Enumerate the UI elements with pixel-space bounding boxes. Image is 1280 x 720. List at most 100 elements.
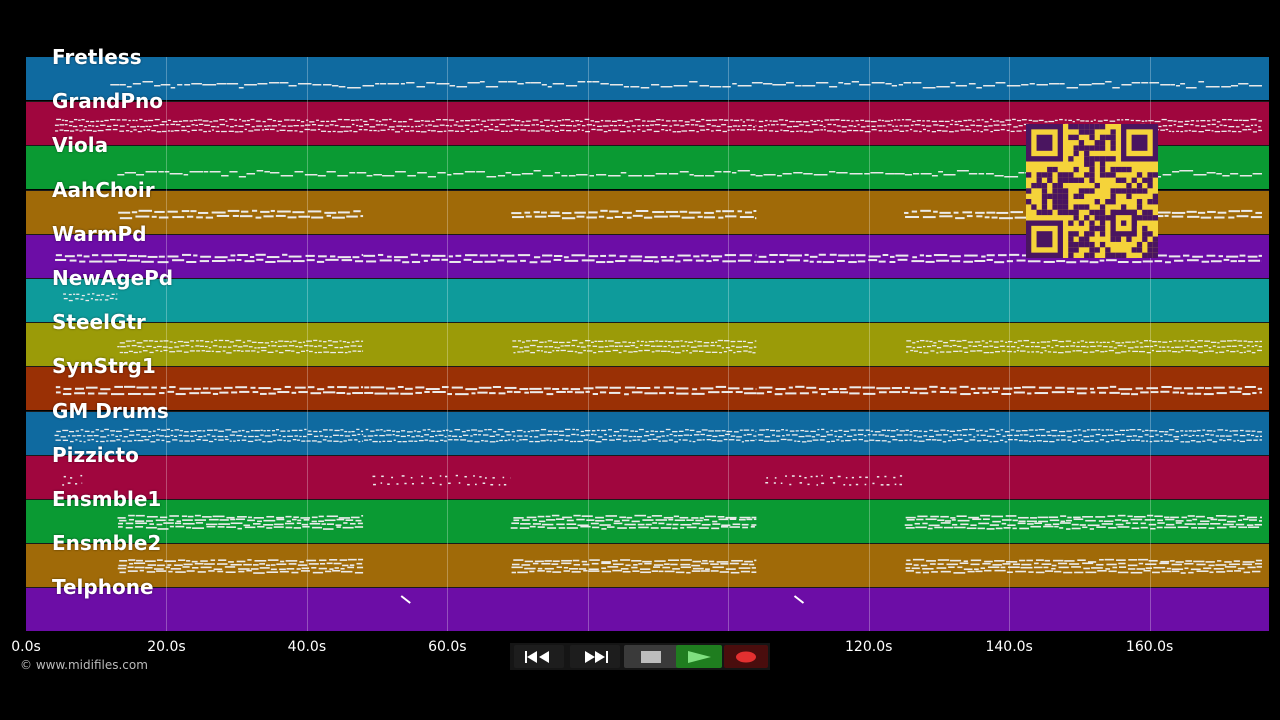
note — [119, 130, 125, 133]
note — [896, 433, 903, 436]
note — [408, 440, 414, 442]
note — [1089, 388, 1095, 391]
note — [59, 124, 65, 126]
note — [1205, 129, 1211, 132]
note — [1226, 345, 1232, 348]
note — [177, 341, 184, 343]
note — [769, 260, 776, 263]
note — [1230, 85, 1239, 87]
note — [697, 215, 703, 218]
note — [288, 85, 297, 87]
record-button[interactable] — [724, 645, 768, 668]
note — [903, 82, 912, 84]
note — [619, 516, 627, 519]
note — [251, 429, 254, 431]
note — [770, 440, 776, 442]
note — [1177, 351, 1181, 353]
play-button[interactable] — [676, 645, 722, 668]
note — [1130, 119, 1134, 122]
note — [343, 119, 350, 121]
note — [663, 386, 675, 389]
note — [962, 428, 968, 430]
note — [1196, 563, 1206, 566]
note — [1052, 523, 1060, 526]
note — [653, 130, 660, 133]
note — [639, 568, 651, 571]
note — [871, 82, 885, 84]
rewind-button[interactable] — [514, 645, 564, 668]
note — [510, 124, 517, 127]
note — [63, 293, 66, 295]
note — [685, 428, 689, 431]
note — [470, 434, 473, 437]
note — [238, 568, 250, 571]
note — [119, 216, 133, 219]
note — [595, 440, 602, 442]
note — [1148, 560, 1158, 562]
note — [870, 172, 884, 174]
note — [841, 126, 847, 128]
note — [530, 429, 535, 432]
note — [710, 130, 714, 132]
note — [627, 130, 631, 132]
note — [504, 439, 508, 441]
note — [949, 346, 952, 348]
fast-forward-button[interactable] — [570, 645, 620, 668]
note — [329, 435, 332, 438]
note — [133, 129, 137, 131]
note — [1114, 433, 1121, 435]
note — [294, 171, 304, 173]
note — [659, 430, 665, 432]
note — [1186, 519, 1192, 522]
note — [580, 430, 584, 432]
note — [1001, 124, 1007, 126]
note — [181, 253, 192, 256]
note — [200, 566, 212, 569]
note — [656, 119, 661, 121]
note — [484, 428, 487, 430]
note — [751, 524, 757, 526]
note — [910, 350, 914, 352]
stop-button[interactable] — [624, 645, 678, 668]
note — [688, 130, 695, 132]
note — [644, 255, 658, 258]
note — [1233, 439, 1236, 442]
note — [118, 564, 127, 567]
note — [556, 391, 566, 394]
note — [322, 438, 327, 441]
note — [601, 438, 608, 440]
note — [203, 171, 209, 173]
note — [307, 210, 322, 213]
track-label: SteelGtr — [52, 310, 146, 335]
note — [669, 214, 681, 217]
note — [129, 430, 135, 432]
note — [1058, 566, 1069, 569]
note — [596, 174, 607, 176]
note — [277, 260, 291, 263]
note — [752, 126, 756, 128]
note — [840, 391, 849, 394]
note — [1036, 342, 1040, 344]
note — [988, 340, 992, 343]
note — [962, 434, 967, 436]
note — [64, 120, 68, 122]
note — [1175, 85, 1180, 87]
note — [820, 129, 823, 131]
note — [1192, 434, 1195, 436]
note — [318, 430, 322, 432]
note — [846, 120, 850, 122]
note — [763, 83, 773, 85]
note — [1164, 433, 1168, 435]
note — [1118, 562, 1126, 565]
note — [1072, 440, 1077, 442]
note — [688, 211, 701, 214]
note — [1034, 562, 1039, 565]
note — [1041, 563, 1052, 566]
note — [380, 124, 384, 126]
note — [229, 341, 234, 343]
note — [154, 210, 165, 213]
note — [1215, 434, 1219, 437]
note — [786, 433, 790, 436]
note — [357, 433, 361, 435]
track-label: Ensmble1 — [52, 487, 162, 511]
